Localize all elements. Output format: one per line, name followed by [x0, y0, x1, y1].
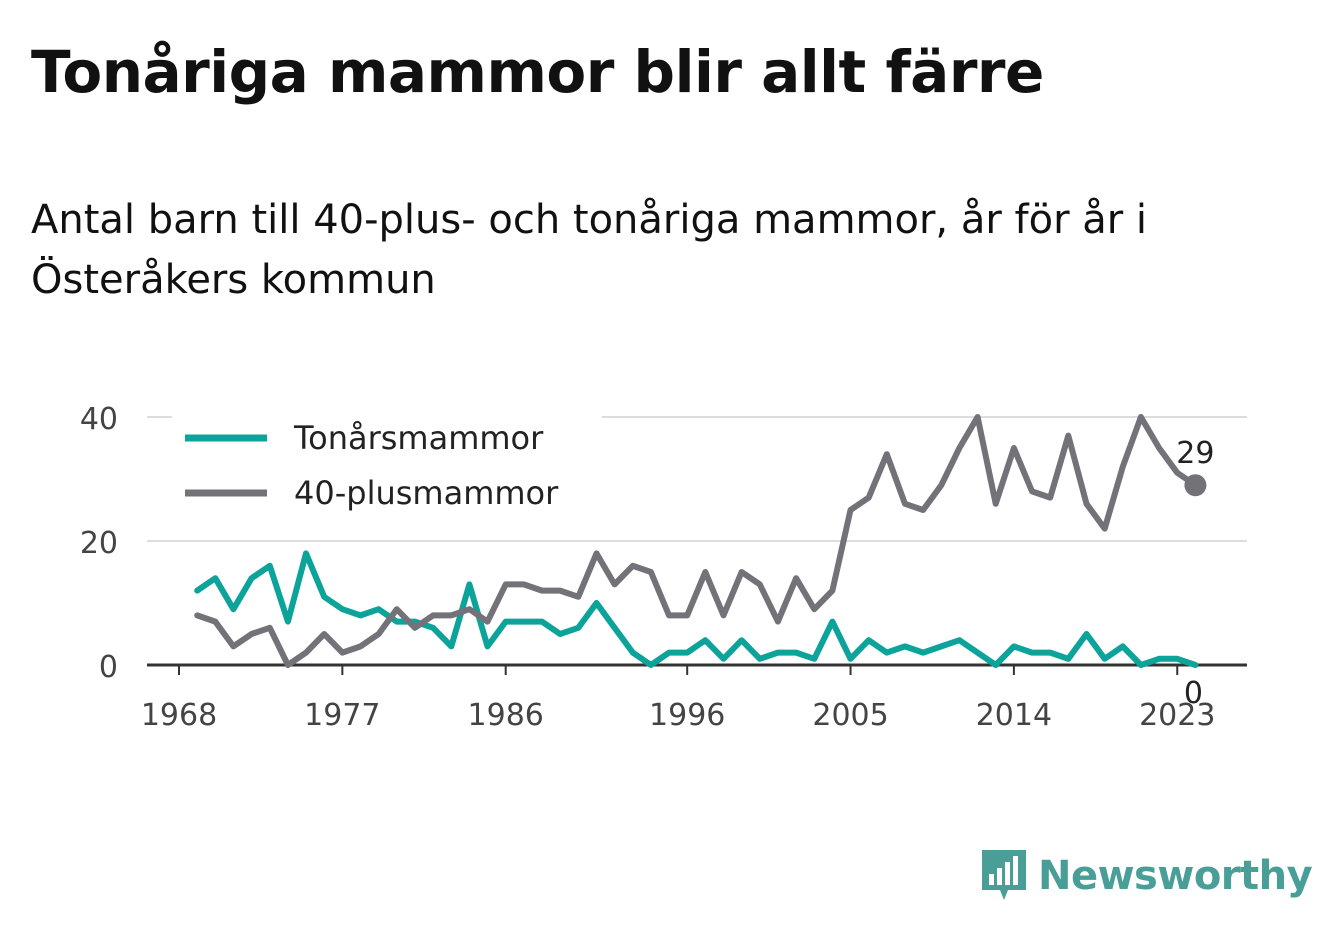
chart-subtitle: Antal barn till 40-plus- och tonåriga ma… — [31, 197, 1148, 303]
x-tick-label: 1968 — [141, 698, 217, 733]
x-tick-label: 2023 — [1139, 698, 1215, 733]
end-value-label: 29 — [1176, 436, 1214, 471]
series-lines — [194, 414, 1199, 668]
legend: Tonårsmammor 40-plusmammor — [172, 412, 602, 524]
x-tick-label: 2005 — [812, 698, 888, 733]
x-tick-label: 1996 — [649, 698, 725, 733]
end-labels: 0 29 — [1176, 436, 1214, 711]
x-axis: 1968 1977 1986 1996 2005 2014 2023 — [141, 663, 1247, 733]
brand-name: Newsworthy — [1038, 853, 1313, 899]
y-tick-label: 0 — [99, 650, 118, 685]
legend-background — [172, 412, 602, 524]
y-tick-label: 40 — [80, 402, 118, 437]
series-line-tonarsmammor — [194, 550, 1199, 668]
line-chart: 0 20 40 1968 1977 1986 1996 2005 2014 2023 Tonår… — [80, 402, 1247, 733]
bar-chart-logo-icon — [982, 850, 1026, 900]
x-tick-label: 2014 — [976, 698, 1052, 733]
legend-label: 40-plusmammor — [294, 474, 559, 512]
legend-label: Tonårsmammor — [293, 419, 544, 457]
series-line-40-plusmammor — [194, 414, 1199, 668]
end-value-label: 0 — [1184, 676, 1203, 711]
chart-title: Tonåriga mammor blir allt färre — [31, 38, 1044, 106]
end-point-marker — [1184, 474, 1207, 497]
x-tick-label: 1986 — [468, 698, 544, 733]
y-tick-label: 20 — [80, 526, 118, 561]
x-tick-label: 1977 — [304, 698, 380, 733]
newsworthy-logo: Newsworthy — [980, 846, 1313, 906]
